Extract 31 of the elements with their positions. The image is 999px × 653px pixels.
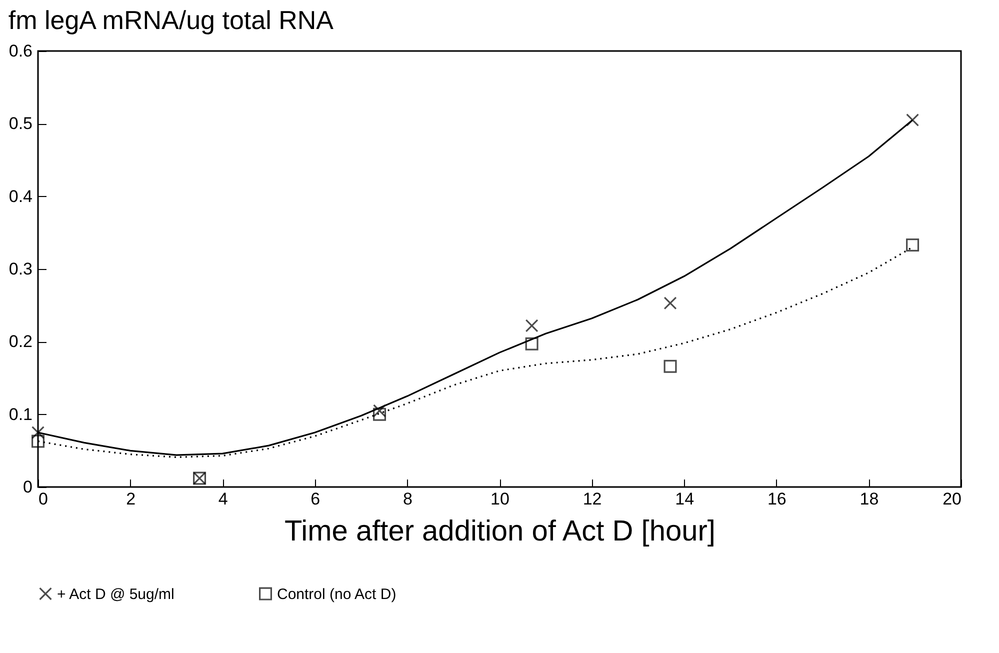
y-tick-label: 0.3 [8,260,32,278]
point [906,114,920,127]
point [906,238,920,252]
x-tick-label: 12 [582,490,602,508]
x-tick-label: 6 [310,490,320,508]
x-tick-label: 2 [126,490,136,508]
point [664,296,677,310]
x-tick-label: 20 [942,490,962,508]
y-tick-label: 0.2 [8,332,32,352]
point [525,337,538,350]
x-tick-label: 18 [860,490,879,508]
point [31,434,44,448]
point [525,319,538,332]
point [373,408,386,421]
y-tick-label: 0.6 [8,42,32,60]
chart-title: fm legA mRNA/ug total RNA [8,5,334,35]
x-tick-label: 16 [767,490,786,508]
x-tick-label: 14 [675,490,694,508]
point [664,360,677,373]
x-tick-label: 0 [38,490,48,508]
y-tick-label: 0.5 [8,114,32,134]
y-tick-label: 0.4 [8,186,32,206]
x-tick-label: 4 [218,490,228,508]
point [373,404,386,418]
legend-label: + Act D @ 5ug/ml [57,586,174,603]
x-tick-label: 10 [490,490,510,508]
y-tick-label: 0.1 [8,404,32,424]
legend-label: Control (no Act D) [277,586,396,603]
x-tick-label: 8 [402,490,412,508]
x-axis-title: Time after addition of Act D [hour] [284,516,716,548]
y-tick-label: 0 [23,478,32,496]
